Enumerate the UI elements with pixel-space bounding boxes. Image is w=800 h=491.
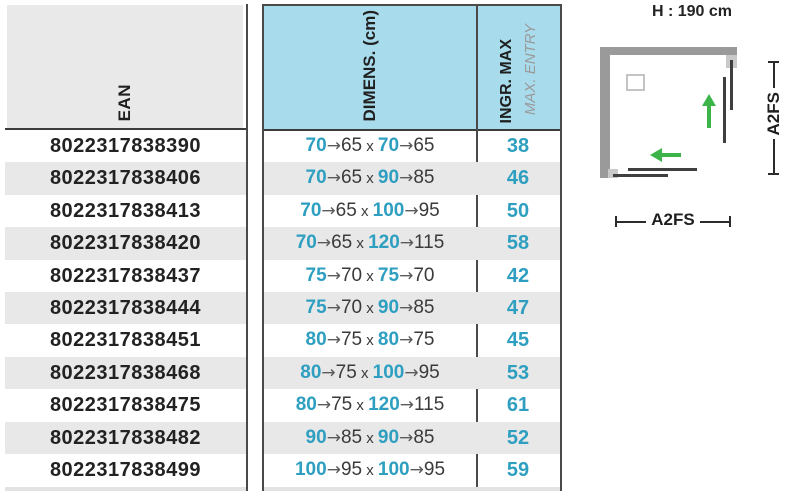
side-dimension-line-upper: [772, 62, 775, 88]
side-dimension-tick-bottom: [768, 173, 779, 175]
max-entry-value: 52: [506, 426, 530, 449]
ean-value: 8022317838390: [49, 135, 202, 157]
fixed-panel-right: [730, 60, 733, 110]
slide-direction-up-arrow-shaft: [707, 105, 711, 128]
table-row: 70→65 x 120→115 58: [264, 227, 560, 260]
blue-header-top-border: [262, 4, 562, 6]
dimensions-value: 80→75 x 80→75: [305, 329, 435, 351]
max-entry-value: 45: [506, 329, 530, 352]
ean-value: 8022317838482: [5, 421, 246, 454]
max-entry-value: 46: [506, 167, 530, 190]
dimensions-value: 75→70 x 75→70: [305, 264, 435, 286]
dimensions-value: 70→65 x 70→65: [305, 135, 435, 156]
bottom-dimension-line-right: [700, 220, 729, 223]
table-right-border: [560, 4, 562, 491]
sliding-panel-bottom-outer: [628, 168, 697, 171]
dimensions-header-label: DIMENS. (cm): [360, 9, 379, 121]
table-row: 75→70 x 90→85 47: [264, 291, 560, 325]
table-row: 80→75 x 120→115 61: [264, 389, 560, 421]
ean-value: 8022317838406: [5, 162, 246, 195]
table-row: 70→65 x 70→65 38: [264, 130, 560, 162]
ean-header-label: EAN: [115, 83, 134, 121]
wall-top: [600, 47, 737, 55]
max-entry-value: 50: [506, 199, 530, 222]
dimension-rows: 70→65 x 70→65 38 70→65 x 90→85 46 70→65 x 10…: [264, 130, 560, 486]
drain-icon: [626, 74, 645, 91]
side-dimension-label: A2FS: [763, 91, 783, 136]
ean-rows: 8022317838390 8022317838406 8022317838413 8…: [5, 130, 246, 486]
ean-column-right-border: [246, 4, 248, 491]
sliding-panel-bottom-inner: [613, 174, 668, 177]
table-row: 75→70 x 75→70 42: [264, 260, 560, 292]
dimensions-value: 70→65 x 120→115: [295, 232, 445, 254]
max-entry-value: 38: [506, 135, 530, 157]
ean-value: 8022317838451: [49, 329, 202, 352]
dimensions-value: 90→85 x 90→85: [305, 426, 435, 448]
dimensions-column-header: DIMENS. (cm): [264, 6, 476, 127]
side-dimension-label-box: A2FS: [757, 88, 790, 139]
ean-value: 8022317838475: [49, 394, 202, 417]
max-entry-column-header: INGR. MAX MAX. ENTRY: [477, 6, 560, 127]
slide-direction-up-arrow-icon: [702, 94, 716, 106]
ean-value: 8022317838413: [49, 199, 202, 222]
max-entry-value: 58: [506, 232, 530, 255]
blue-header-background: [262, 4, 562, 129]
max-entry-value: 42: [506, 264, 530, 287]
ean-value: 8022317838444: [5, 291, 246, 325]
dimensions-value: 80→75 x 100→95: [300, 361, 440, 383]
table-row: 70→65 x 90→85 46: [264, 162, 560, 195]
dimensions-value: 75→70 x 90→85: [305, 296, 435, 318]
max-entry-value: 53: [506, 361, 530, 384]
cropped-row-sliver-right: [264, 487, 560, 491]
bottom-dimension-label: A2FS: [651, 210, 695, 229]
dimensions-value: 100→95 x 100→95: [294, 458, 446, 480]
max-entry-label: MAX. ENTRY: [522, 23, 539, 115]
ingr-max-label: INGR. MAX: [498, 38, 515, 123]
bottom-dimension-tick-right: [729, 216, 731, 227]
slide-direction-left-arrow-icon: [650, 148, 662, 162]
ean-value: 8022317838499: [49, 458, 202, 481]
max-entry-value: 61: [506, 394, 530, 417]
table-row: 80→75 x 100→95 53: [264, 356, 560, 390]
dimensions-value: 70→65 x 90→85: [305, 167, 435, 189]
cropped-row-sliver-left: [5, 487, 246, 491]
blue-header-underline: [262, 128, 562, 131]
table-row: 90→85 x 90→85 52: [264, 421, 560, 454]
dimensions-value: 70→65 x 100→95: [300, 199, 440, 221]
ean-value: 8022317838468: [5, 356, 246, 390]
wall-left: [600, 47, 610, 178]
bottom-dimension-line-left: [617, 220, 646, 223]
ean-column-header: EAN: [7, 5, 243, 128]
ean-value: 8022317838420: [5, 227, 246, 260]
table-row: 80→75 x 80→75 45: [264, 324, 560, 356]
dimensions-value: 80→75 x 120→115: [295, 394, 445, 416]
side-dimension-line-lower: [772, 139, 775, 173]
ean-value: 8022317838437: [49, 264, 202, 287]
ean-header-underline: [5, 128, 247, 130]
dimensions-table: DIMENS. (cm) INGR. MAX MAX. ENTRY 70→65 …: [262, 4, 562, 491]
sliding-panel-right: [723, 77, 726, 143]
table-row: 100→95 x 100→95 59: [264, 454, 560, 486]
corner-profile-bottom-left: [608, 169, 618, 178]
table-row: 70→65 x 100→95 50: [264, 195, 560, 227]
bottom-dimension-tick-left: [615, 216, 617, 227]
table-left-border: [262, 4, 264, 491]
max-entry-value: 47: [506, 296, 530, 319]
diagram-height-label: H : 190 cm: [651, 3, 733, 20]
max-entry-value: 59: [506, 458, 530, 481]
slide-direction-left-arrow-shaft: [661, 153, 681, 157]
